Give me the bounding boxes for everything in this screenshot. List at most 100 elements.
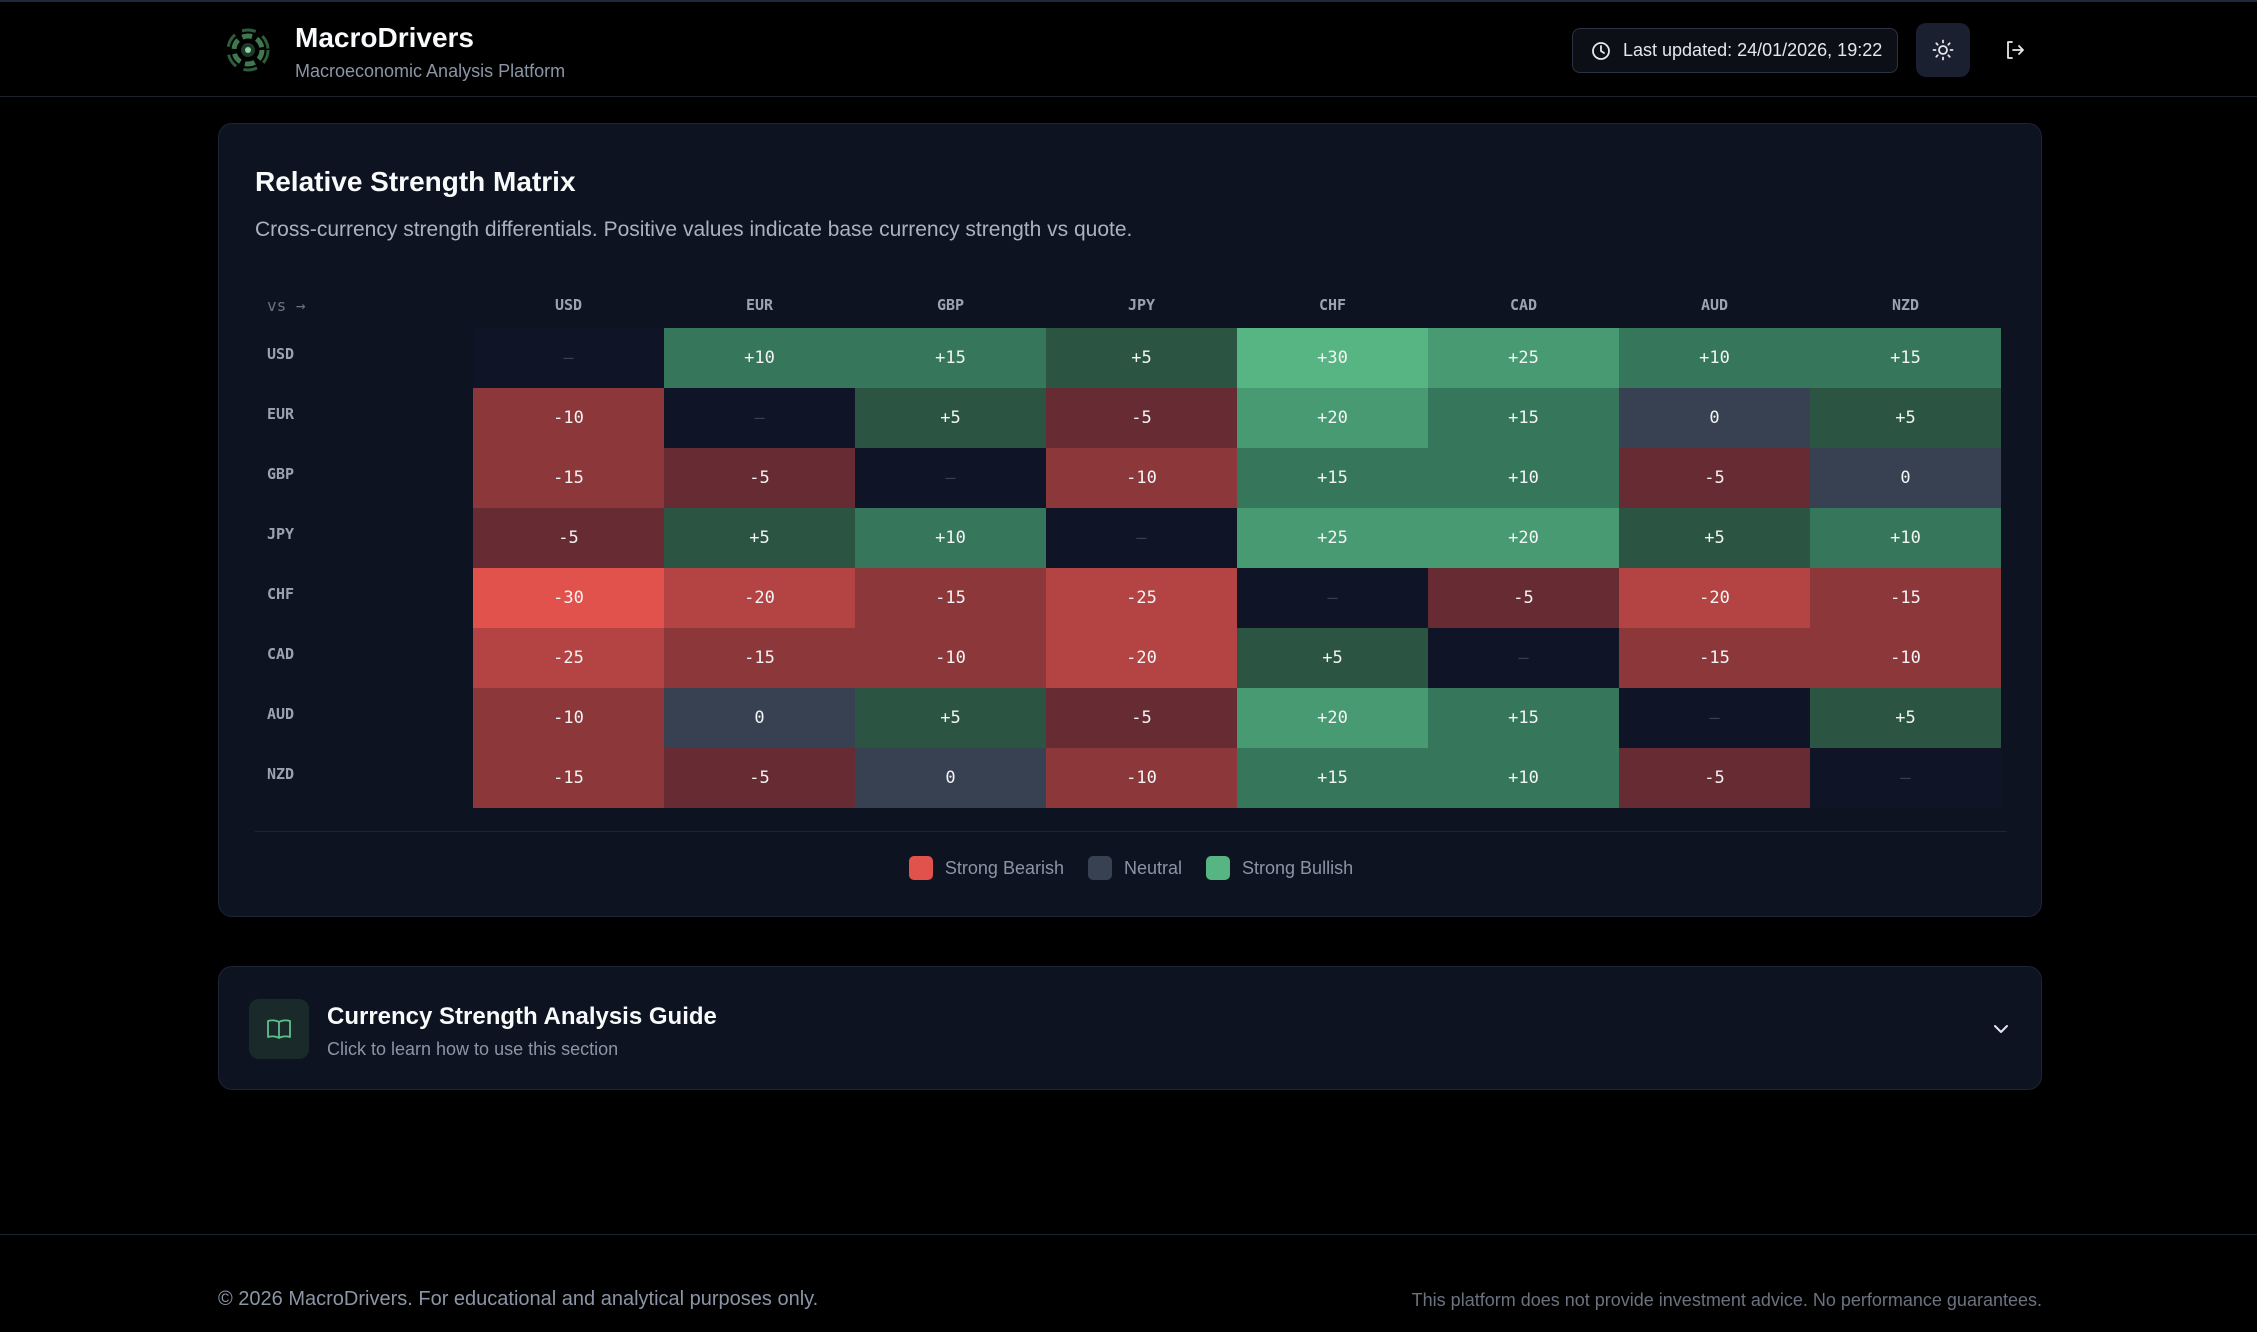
matrix-cell-aud-cad: +15	[1428, 688, 1619, 748]
matrix-cell-eur-chf: +20	[1237, 388, 1428, 448]
row-header-jpy: JPY	[267, 525, 295, 543]
top-border	[0, 0, 2257, 2]
relative-strength-matrix-card: Relative Strength Matrix Cross-currency …	[218, 123, 2042, 917]
row-header-usd: USD	[267, 345, 295, 363]
guide-subtitle: Click to learn how to use this section	[327, 1039, 619, 1059]
chevron-down-icon[interactable]	[1987, 1015, 2015, 1043]
logout-icon	[2007, 41, 2024, 59]
matrix-cell-usd-nzd: +15	[1810, 328, 2001, 388]
matrix-cell-chf-cad: -5	[1428, 568, 1619, 628]
matrix-cell-jpy-eur: +5	[664, 508, 855, 568]
app-header: MacroDrivers Macroeconomic Analysis Plat…	[0, 2, 2257, 97]
matrix-corner-label: vs →	[267, 296, 306, 315]
matrix-cell-nzd-cad: +10	[1428, 748, 1619, 808]
matrix-cell-usd-usd: —	[473, 328, 664, 388]
matrix-cell-cad-jpy: -20	[1046, 628, 1237, 688]
column-header-aud: AUD	[1700, 296, 1729, 314]
matrix-cell-gbp-eur: -5	[664, 448, 855, 508]
matrix-cell-gbp-cad: +10	[1428, 448, 1619, 508]
last-updated-badge: Last updated: 24/01/2026, 19:22	[1572, 28, 1898, 73]
row-header-chf: CHF	[267, 585, 295, 603]
matrix-cell-cad-chf: +5	[1237, 628, 1428, 688]
matrix-cell-nzd-chf: +15	[1237, 748, 1428, 808]
matrix-cell-aud-usd: -10	[473, 688, 664, 748]
column-header-cad: CAD	[1509, 296, 1538, 314]
matrix-cell-eur-nzd: +5	[1810, 388, 2001, 448]
matrix-cell-aud-chf: +20	[1237, 688, 1428, 748]
matrix-cell-gbp-jpy: -10	[1046, 448, 1237, 508]
matrix-cell-jpy-jpy: —	[1046, 508, 1237, 568]
legend-label: Strong Bearish	[944, 857, 1064, 878]
legend-swatch	[908, 856, 933, 880]
matrix-cell-chf-nzd: -15	[1810, 568, 2001, 628]
matrix-cell-cad-cad: —	[1428, 628, 1619, 688]
guide-title: Currency Strength Analysis Guide	[327, 1003, 717, 1030]
legend-swatch	[1087, 856, 1112, 880]
matrix-cell-eur-jpy: -5	[1046, 388, 1237, 448]
matrix-cell-jpy-gbp: +10	[855, 508, 1046, 568]
matrix-cell-usd-gbp: +15	[855, 328, 1046, 388]
matrix-cell-gbp-nzd: 0	[1810, 448, 2001, 508]
matrix-cell-cad-eur: -15	[664, 628, 855, 688]
matrix-cell-aud-aud: —	[1619, 688, 1810, 748]
clock-icon	[1592, 41, 1610, 60]
matrix-legend: Strong Bearish Neutral Strong Bullish	[219, 856, 2043, 880]
matrix-cell-usd-cad: +25	[1428, 328, 1619, 388]
row-header-gbp: GBP	[267, 465, 295, 483]
matrix-cell-eur-cad: +15	[1428, 388, 1619, 448]
matrix-title: Relative Strength Matrix	[255, 166, 576, 197]
matrix-cell-chf-aud: -20	[1619, 568, 1810, 628]
row-header-eur: EUR	[267, 405, 295, 423]
column-header-jpy: JPY	[1127, 296, 1156, 314]
matrix-cell-jpy-aud: +5	[1619, 508, 1810, 568]
matrix-cell-usd-eur: +10	[664, 328, 855, 388]
matrix-cell-gbp-gbp: —	[855, 448, 1046, 508]
column-header-gbp: GBP	[936, 296, 965, 314]
app-subtitle: Macroeconomic Analysis Platform	[295, 61, 566, 81]
matrix-cell-jpy-usd: -5	[473, 508, 664, 568]
matrix-cell-usd-chf: +30	[1237, 328, 1428, 388]
app-title: MacroDrivers	[295, 22, 474, 53]
matrix-cell-chf-gbp: -15	[855, 568, 1046, 628]
book-icon	[249, 999, 309, 1059]
matrix-cell-jpy-chf: +25	[1237, 508, 1428, 568]
analysis-guide-accordion[interactable]: Currency Strength Analysis Guide Click t…	[218, 966, 2042, 1090]
matrix-cell-eur-gbp: +5	[855, 388, 1046, 448]
footer-disclaimer: This platform does not provide investmen…	[1411, 1290, 2042, 1310]
legend-swatch	[1206, 856, 1231, 880]
logout-button[interactable]	[1988, 23, 2042, 77]
matrix-cell-eur-eur: —	[664, 388, 855, 448]
theme-toggle-button[interactable]	[1916, 23, 1970, 77]
matrix-cell-chf-eur: -20	[664, 568, 855, 628]
matrix-cell-chf-jpy: -25	[1046, 568, 1237, 628]
matrix-cell-aud-eur: 0	[664, 688, 855, 748]
matrix-cell-gbp-usd: -15	[473, 448, 664, 508]
card-divider	[255, 831, 2007, 832]
footer-copyright: © 2026 MacroDrivers. For educational and…	[218, 1288, 819, 1310]
matrix-cell-aud-nzd: +5	[1810, 688, 2001, 748]
row-header-cad: CAD	[267, 645, 295, 663]
matrix-cell-usd-jpy: +5	[1046, 328, 1237, 388]
matrix-cell-nzd-eur: -5	[664, 748, 855, 808]
column-header-usd: USD	[554, 296, 583, 314]
matrix-cell-gbp-chf: +15	[1237, 448, 1428, 508]
matrix-cell-nzd-usd: -15	[473, 748, 664, 808]
matrix-cell-chf-usd: -30	[473, 568, 664, 628]
sun-icon	[1932, 39, 1954, 61]
column-header-chf: CHF	[1318, 296, 1347, 314]
matrix-cell-nzd-gbp: 0	[855, 748, 1046, 808]
matrix-cell-eur-aud: 0	[1619, 388, 1810, 448]
matrix-cell-eur-usd: -10	[473, 388, 664, 448]
legend-label: Strong Bullish	[1242, 857, 1354, 878]
matrix-cell-jpy-cad: +20	[1428, 508, 1619, 568]
matrix-cell-cad-usd: -25	[473, 628, 664, 688]
matrix-cell-nzd-aud: -5	[1619, 748, 1810, 808]
matrix-cell-jpy-nzd: +10	[1810, 508, 2001, 568]
column-header-eur: EUR	[745, 296, 774, 314]
footer-divider	[0, 1234, 2257, 1235]
matrix-cell-cad-nzd: -10	[1810, 628, 2001, 688]
matrix-description: Cross-currency strength differentials. P…	[255, 218, 1133, 241]
logo-icon[interactable]	[224, 26, 272, 74]
matrix-cell-aud-gbp: +5	[855, 688, 1046, 748]
matrix-cell-gbp-aud: -5	[1619, 448, 1810, 508]
